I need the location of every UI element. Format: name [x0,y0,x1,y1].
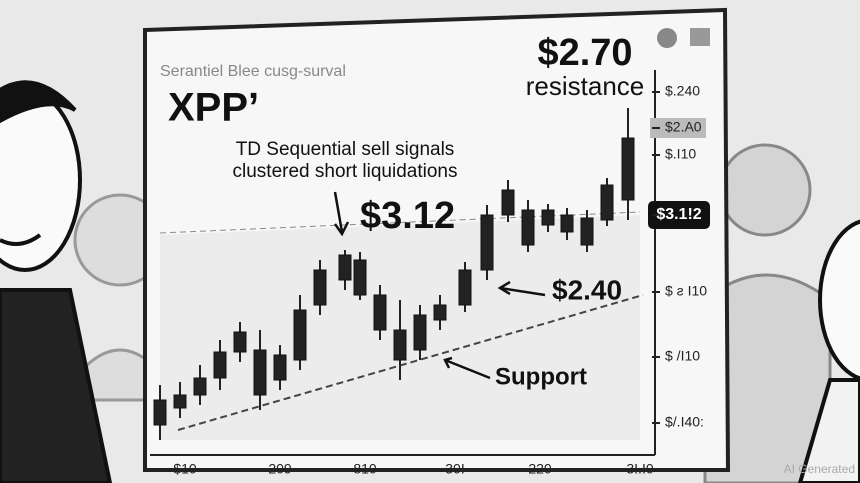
candle-body [338,254,352,281]
bottom-axis-label: 30I [445,461,464,477]
candle-body [313,269,327,306]
right-axis-label: $ ƨ I10 [665,283,707,299]
candle-body [193,377,207,396]
right-axis-label: $3.1!2 [656,206,701,223]
annotation: clustered short liquidations [233,161,458,182]
annotation: Support [495,363,587,390]
candle-body [458,269,472,306]
bottom-axis-label: 220 [528,461,552,477]
candle-body [560,214,574,233]
arrow [333,191,350,237]
bottom-axis-label: 810 [353,461,377,477]
right-axis-label: $ /I10 [665,348,700,364]
person-fg-left [0,80,113,483]
candle-body [233,331,247,353]
annotation: TD Sequential sell signals [236,139,455,160]
title: XPP’ [168,86,259,130]
candle-body [621,137,635,201]
candles [153,108,635,440]
annotation-price: $3.12 [360,195,455,237]
candle-body [213,351,227,379]
candle-body [353,259,367,296]
bottom-axis-label: 3I.I0 [626,461,653,477]
candle-body [373,294,387,331]
candle-body [501,189,515,216]
icon [657,28,677,48]
right-axis-label: $.240 [665,83,700,99]
candle-body [413,314,427,351]
annotation-price: $2.70 [537,32,632,74]
person-fg-right [797,219,860,483]
candle-body [600,184,614,221]
price-highlight [650,118,706,138]
candle-body [153,399,167,426]
arrow [497,280,546,297]
subtitle: Serantiel Blee cusg-surval [160,63,346,80]
icon [690,28,710,46]
right-axis-label: $/.I40: [665,414,704,430]
candle-body [433,304,447,321]
bottom-axis-label: 209 [268,461,292,477]
candle-body [580,217,594,246]
chart-panel [143,7,731,472]
candle-body [293,309,307,361]
candle-body [521,209,535,246]
candle-body [393,329,407,361]
right-axis-label: $2.A0 [665,119,702,135]
candle-body [480,214,494,271]
right-axis: $.240 $2.A0 $.I10 $3.1!2 $ ƨ I10 $ /I10 $/.I40… [648,83,710,430]
candle-body [253,349,267,396]
annotation: resistance [526,71,645,101]
candle-body [273,354,287,381]
candle-body [173,394,187,409]
price-badge [648,201,710,229]
candle-body [541,209,555,226]
annotation-price: $2.40 [552,274,622,305]
bottom-axis: $10 209 810 30I 220 3I.I0 [173,461,654,477]
arrow [443,356,491,380]
bottom-axis-label: $10 [173,461,197,477]
watermark: AI Generated [784,462,855,476]
right-axis-label: $.I10 [665,146,696,162]
